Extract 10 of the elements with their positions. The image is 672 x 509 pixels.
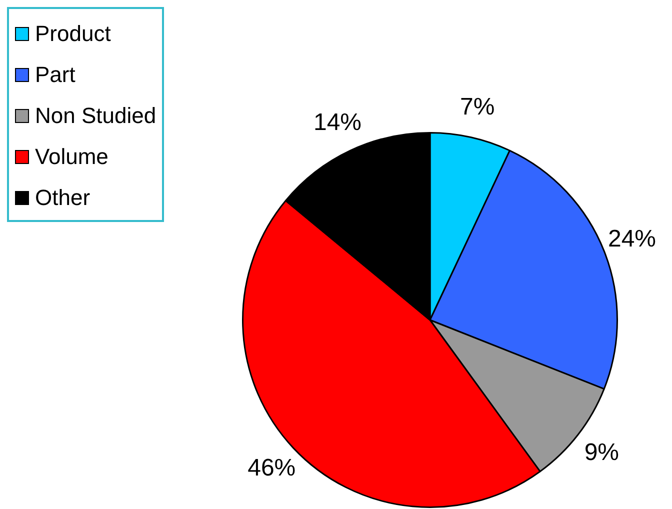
- legend-label: Non Studied: [35, 102, 156, 128]
- legend-label: Other: [35, 184, 90, 210]
- data-label: 14%: [313, 109, 362, 136]
- data-label: 7%: [460, 94, 495, 121]
- data-label: 9%: [584, 438, 620, 466]
- data-label: 24%: [608, 226, 656, 253]
- legend-label: Volume: [35, 144, 108, 168]
- data-label: 46%: [248, 454, 296, 482]
- legend-label: Part: [35, 62, 76, 86]
- legend-label: Product: [35, 20, 111, 46]
